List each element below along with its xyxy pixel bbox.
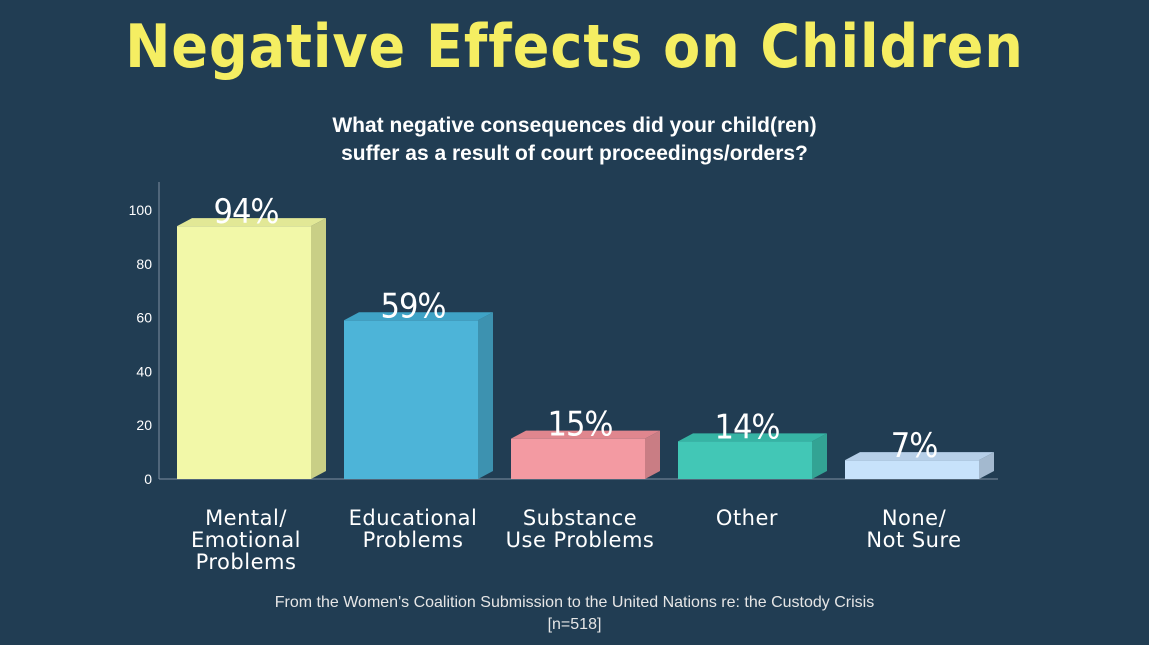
subtitle-line-2: suffer as a result of court proceedings/… [341, 142, 808, 165]
data-label: 15% [548, 405, 613, 445]
bar-side [645, 430, 660, 479]
category-label: Educational Problems [349, 506, 478, 552]
category-label: Substance Use Problems [506, 506, 655, 552]
bar-top [845, 452, 994, 461]
category-label-line: Problems [196, 550, 297, 574]
bar-top [177, 218, 326, 227]
source-line-2: [n=518] [547, 616, 602, 633]
bar [344, 320, 478, 479]
category-label-line: Not Sure [866, 528, 961, 552]
bar [177, 226, 311, 479]
bar-group [177, 218, 326, 479]
category-label-line: Use Problems [506, 528, 655, 552]
category-label-line: Educational [349, 506, 478, 530]
bar [511, 438, 645, 479]
category-label-line: Problems [363, 528, 464, 552]
category-label-line: Mental/ [205, 506, 287, 530]
data-label: 59% [381, 286, 446, 326]
bar-side [311, 218, 326, 479]
bar [678, 441, 812, 479]
bar-layer [177, 218, 994, 479]
source-note: From the Women's Coalition Submission to… [0, 592, 1149, 636]
category-label: Other [716, 506, 778, 530]
category-label: None/Not Sure [866, 506, 961, 552]
chart-subtitle: What negative consequences did your chil… [0, 112, 1149, 168]
category-label-line: Substance [523, 506, 637, 530]
y-tick-label: 0 [144, 471, 152, 487]
bar-group [344, 312, 493, 479]
category-label-line: Other [716, 506, 778, 530]
y-tick-label: 80 [136, 256, 152, 272]
source-line-1: From the Women's Coalition Submission to… [274, 594, 875, 611]
bar-group [845, 452, 994, 479]
bar-side [812, 433, 827, 479]
bar-side [979, 452, 994, 479]
bar-side [478, 312, 493, 479]
category-label: Mental/Emotional Problems [191, 506, 301, 574]
bar [845, 460, 979, 479]
category-label-line: None/ [882, 506, 947, 530]
label-layer: 94%Mental/Emotional Problems59%Educationa… [191, 192, 961, 574]
y-tick-label: 20 [136, 417, 152, 433]
data-label: 7% [891, 426, 938, 466]
data-label: 94% [214, 192, 279, 232]
subtitle-line-1: What negative consequences did your chil… [332, 114, 817, 137]
chart-title: Negative Effects on Children [125, 12, 1024, 82]
y-tick-label: 60 [136, 310, 152, 326]
bar-group [678, 433, 827, 479]
category-label-line: Emotional [191, 528, 301, 552]
y-tick-label: 40 [136, 363, 152, 379]
bar-top [344, 312, 493, 321]
data-label: 14% [715, 407, 780, 447]
y-tick-label: 100 [129, 202, 153, 218]
bar-top [511, 430, 660, 439]
bar-group [511, 430, 660, 479]
bar-top [678, 433, 827, 442]
